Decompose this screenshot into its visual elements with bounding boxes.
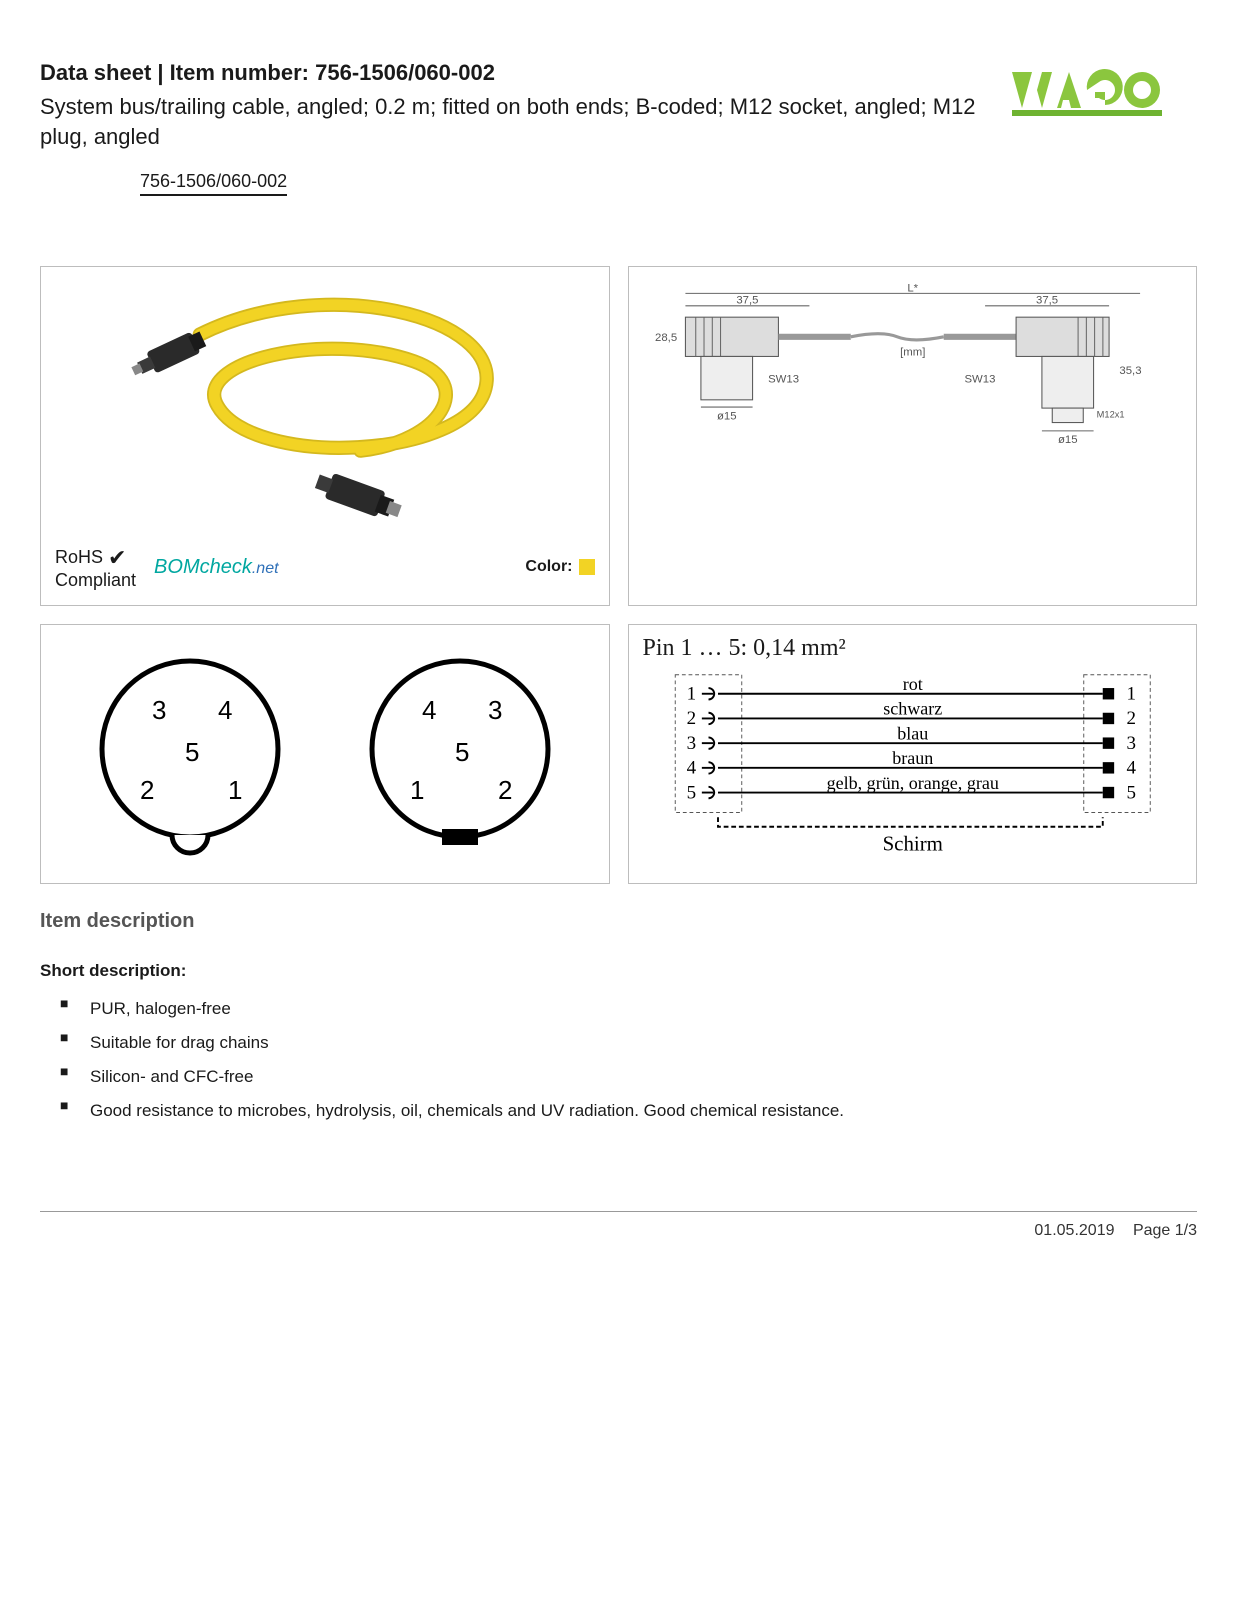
dim-height-right: 35,3: [1119, 365, 1141, 377]
item-number-link[interactable]: 756-1506/060-002: [140, 171, 287, 196]
dim-height-left: 28,5: [655, 332, 677, 344]
pin-l-1: 1: [228, 775, 242, 805]
pin-r-3: 3: [488, 695, 502, 725]
svg-text:Schirm: Schirm: [882, 832, 942, 856]
short-description-heading: Short description:: [40, 961, 1197, 981]
pinout-panel: 3 4 5 2 1 4 3 5 1 2: [40, 624, 610, 884]
svg-text:4: 4: [686, 758, 696, 779]
drawing-left-connector: 28,5 SW13 ø15: [655, 318, 799, 423]
pin-l-4: 4: [218, 695, 232, 725]
pinout-right: 4 3 5 1 2: [360, 649, 560, 859]
dia-right: ø15: [1057, 435, 1077, 447]
svg-text:braun: braun: [892, 748, 933, 768]
wiring-panel: Pin 1 … 5: 0,14 mm² 1 rot 1 2 schwarz 2 3 blau 3…: [628, 624, 1198, 884]
pin-r-2: 2: [498, 775, 512, 805]
dia-left: ø15: [716, 411, 736, 423]
page-footer: 01.05.2019 Page 1/3: [40, 1211, 1197, 1240]
compliant-text: Compliant: [55, 570, 136, 590]
wago-logo: [1007, 60, 1197, 120]
sw-right: SW13: [964, 374, 995, 386]
connector-left: [128, 329, 207, 382]
image-panels: RoHS ✔ Compliant BOMcheck.net Color: L* …: [40, 266, 1197, 884]
connector-right: [313, 469, 404, 524]
description-item: PUR, halogen-free: [60, 999, 1197, 1019]
technical-drawing: L* 37,5 37,5 28,5 SW13 ø15 [mm]: [643, 281, 1183, 591]
dim-a: 37,5: [736, 295, 758, 307]
description-item: Suitable for drag chains: [60, 1033, 1197, 1053]
wiring-title: Pin 1 … 5: 0,14 mm²: [643, 635, 1183, 662]
svg-text:5: 5: [1126, 783, 1136, 804]
pinout-left: 3 4 5 2 1: [90, 649, 290, 859]
svg-text:gelb, grün, orange, grau: gelb, grün, orange, grau: [826, 773, 998, 793]
color-indicator: Color:: [525, 558, 594, 576]
footer-date: 01.05.2019: [1034, 1222, 1114, 1239]
pin-r-1: 1: [410, 775, 424, 805]
svg-text:1: 1: [686, 684, 696, 705]
svg-text:rot: rot: [902, 674, 922, 694]
pin-l-3: 3: [152, 695, 166, 725]
rohs-compliant: RoHS ✔ Compliant: [55, 543, 136, 591]
product-photo: [55, 281, 595, 531]
color-swatch: [579, 559, 595, 575]
description-list: PUR, halogen-free Suitable for drag chain…: [40, 999, 1197, 1121]
sw-left: SW13: [768, 374, 799, 386]
svg-text:3: 3: [1126, 733, 1136, 754]
product-photo-panel: RoHS ✔ Compliant BOMcheck.net Color:: [40, 266, 610, 606]
svg-text:3: 3: [686, 733, 696, 754]
description-item: Silicon- and CFC-free: [60, 1067, 1197, 1087]
rohs-text: RoHS: [55, 547, 103, 567]
title-prefix: Data sheet | Item number:: [40, 60, 315, 85]
svg-text:2: 2: [686, 709, 696, 730]
page-header: Data sheet | Item number: 756-1506/060-0…: [40, 60, 1197, 151]
thread-label: M12x1: [1096, 410, 1124, 420]
bomcheck-text: BOMcheck: [154, 556, 252, 578]
header-text: Data sheet | Item number: 756-1506/060-0…: [40, 60, 1007, 151]
units-label: [mm]: [900, 347, 925, 359]
svg-text:2: 2: [1126, 709, 1136, 730]
compliance-row: RoHS ✔ Compliant BOMcheck.net Color:: [55, 543, 595, 591]
title-item-number: 756-1506/060-002: [315, 60, 495, 85]
svg-text:5: 5: [686, 783, 696, 804]
svg-text:blau: blau: [897, 724, 928, 744]
datasheet-subtitle: System bus/trailing cable, angled; 0.2 m…: [40, 92, 1007, 151]
dim-b: 37,5: [1036, 295, 1058, 307]
technical-drawing-panel: L* 37,5 37,5 28,5 SW13 ø15 [mm]: [628, 266, 1198, 606]
color-label-text: Color:: [525, 558, 572, 576]
bomcheck-logo: BOMcheck.net: [154, 556, 279, 579]
svg-text:4: 4: [1126, 758, 1136, 779]
description-item: Good resistance to microbes, hydrolysis,…: [60, 1101, 1197, 1121]
datasheet-title: Data sheet | Item number: 756-1506/060-0…: [40, 60, 1007, 86]
footer-page: Page 1/3: [1133, 1222, 1197, 1239]
dim-L: L*: [907, 283, 918, 295]
pin-l-5: 5: [185, 737, 199, 767]
pin-r-5: 5: [455, 737, 469, 767]
pin-r-4: 4: [422, 695, 436, 725]
item-description-heading: Item description: [40, 910, 1197, 933]
svg-text:schwarz: schwarz: [883, 699, 942, 719]
svg-text:1: 1: [1126, 684, 1136, 705]
bomcheck-net: .net: [252, 560, 279, 577]
wiring-diagram: 1 rot 1 2 schwarz 2 3 blau 3 4 braun 4 5 gelb, grün, …: [643, 670, 1183, 860]
checkmark-icon: ✔: [108, 545, 126, 571]
pin-l-2: 2: [140, 775, 154, 805]
